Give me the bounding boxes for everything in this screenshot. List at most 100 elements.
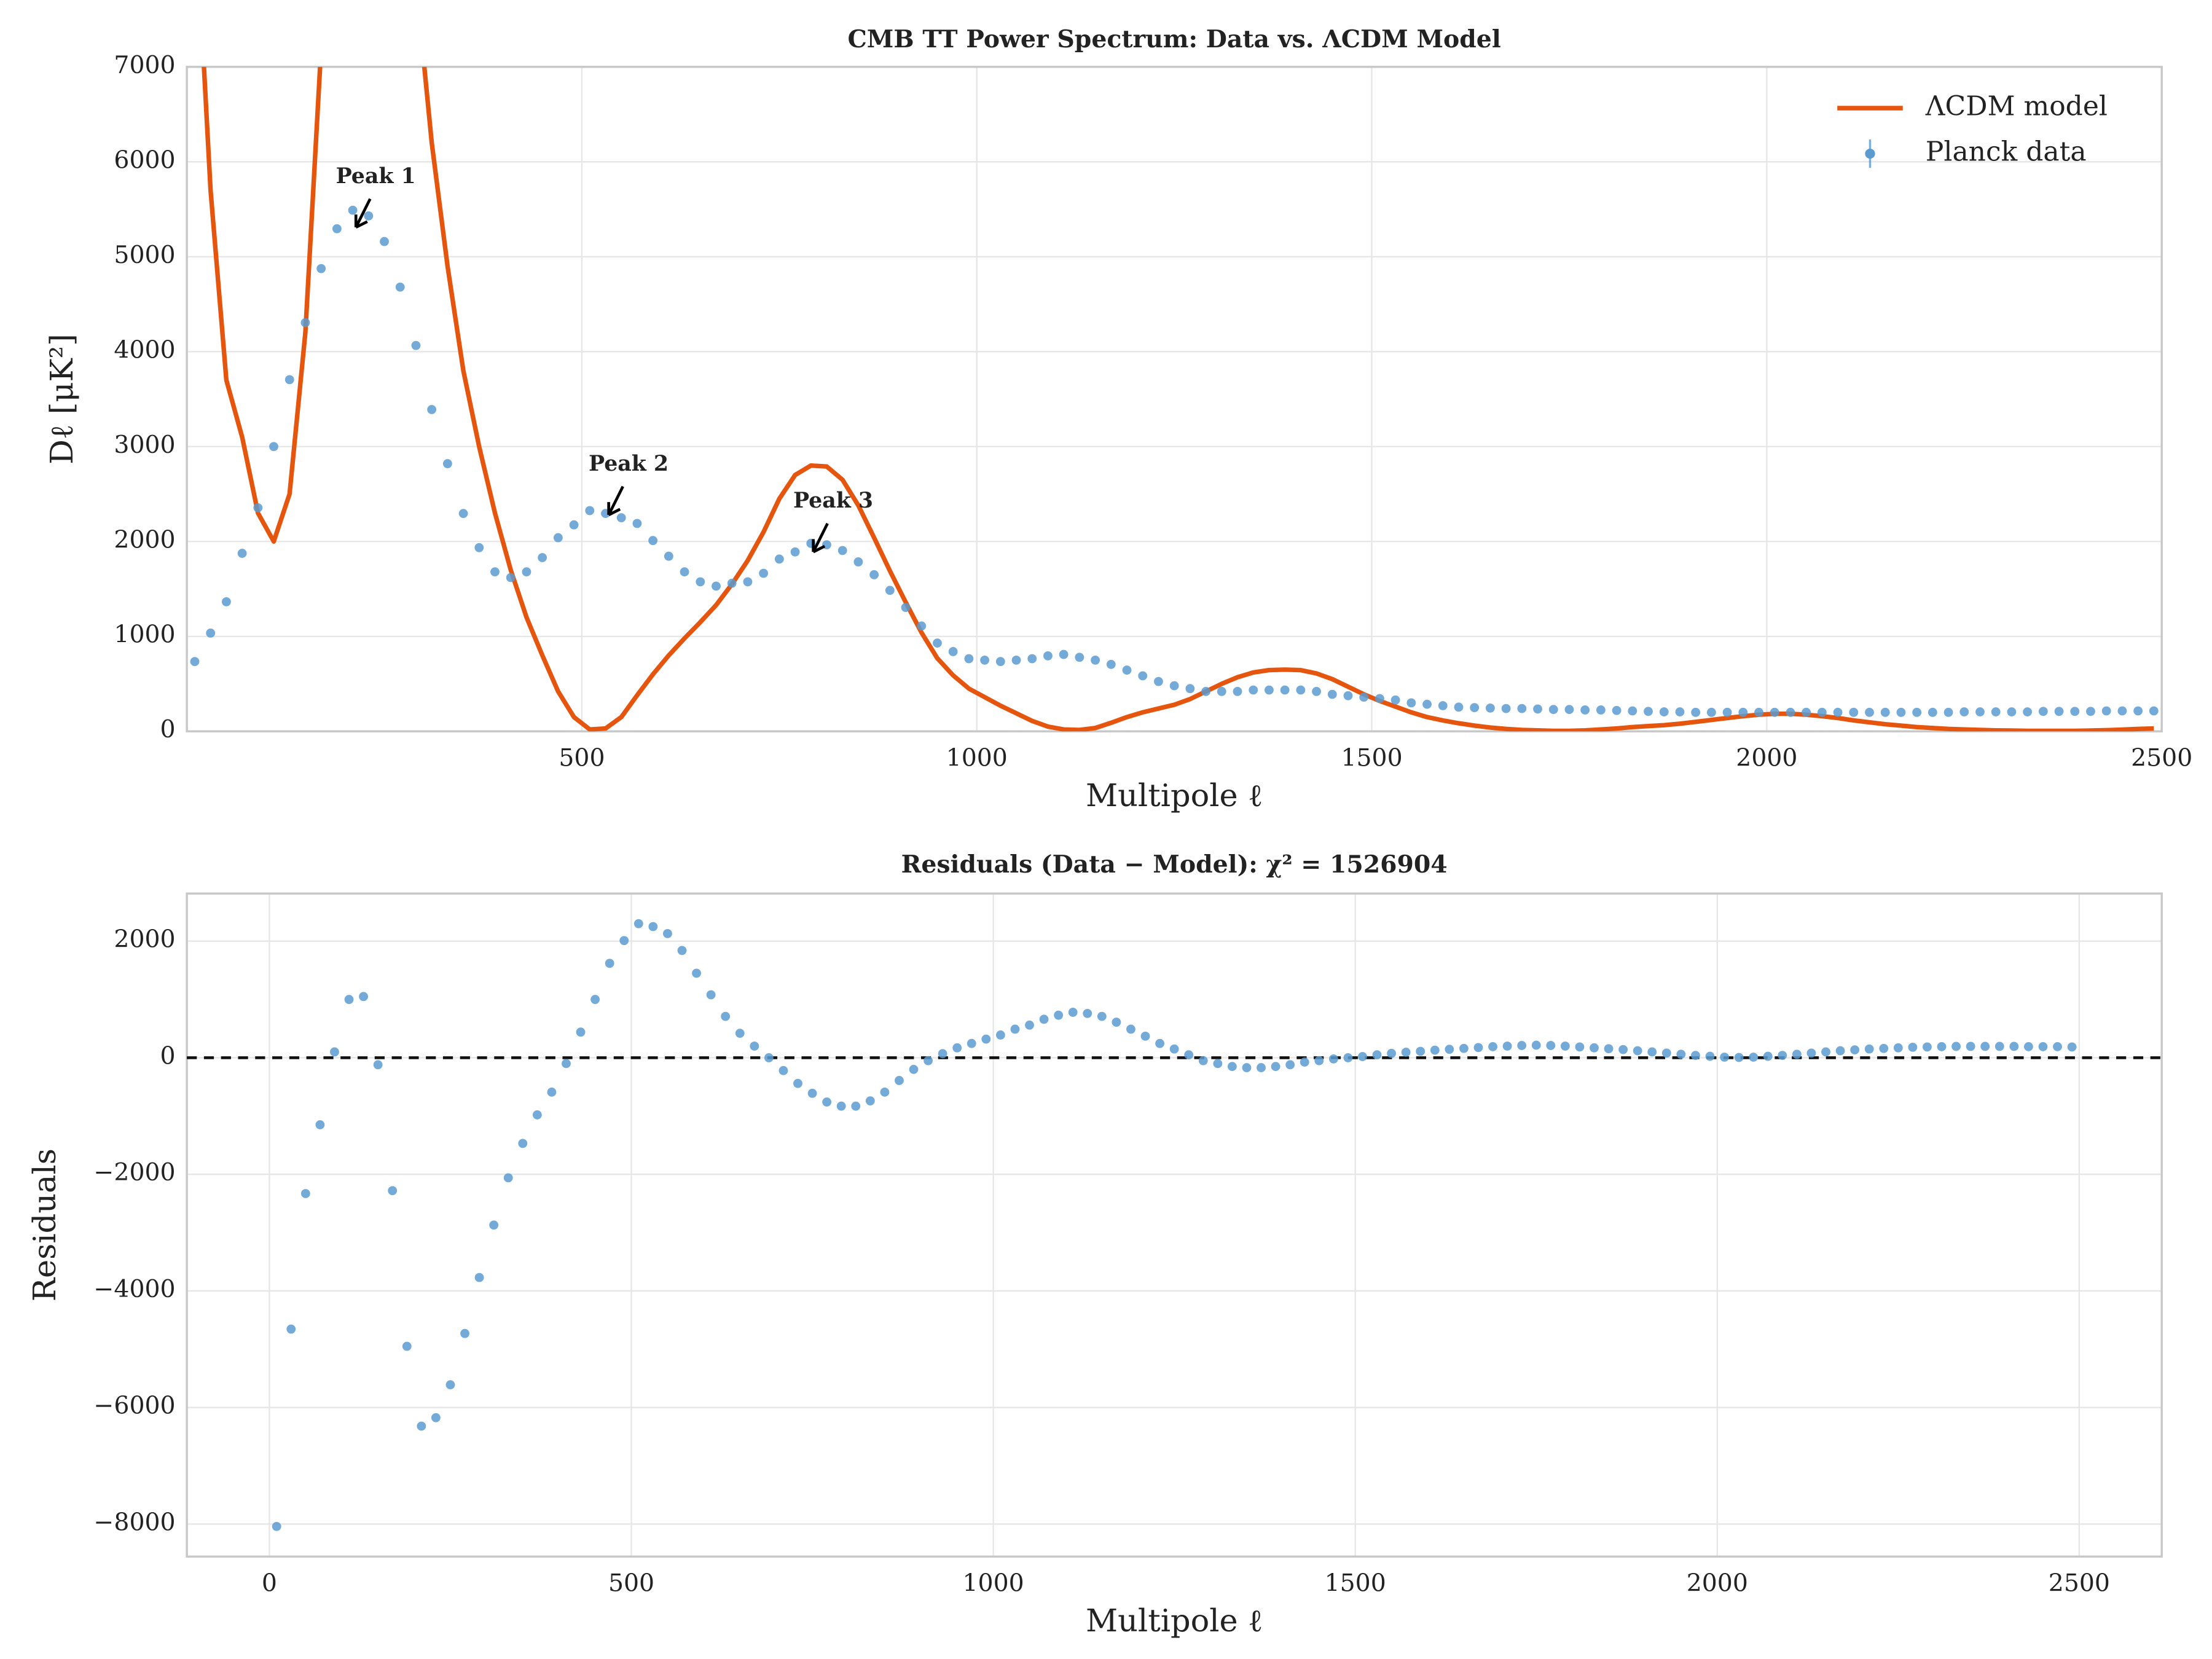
data-point (348, 205, 358, 215)
data-point (1596, 705, 1606, 715)
data-point (1502, 1041, 1512, 1051)
data-point (1908, 1042, 1918, 1052)
data-point (1201, 686, 1210, 696)
data-point (865, 1096, 875, 1106)
data-point (1706, 707, 1716, 717)
data-point (1359, 692, 1369, 702)
data-point (1138, 671, 1148, 681)
data-point (237, 549, 247, 558)
data-point (1850, 1045, 1860, 1055)
data-point (1027, 654, 1037, 664)
data-point (300, 1189, 310, 1198)
data-point (2149, 706, 2159, 716)
data-point (1951, 1041, 1961, 1051)
data-point (1806, 1048, 1816, 1058)
data-point (1169, 1044, 1179, 1054)
y-tick-label: −8000 (93, 1508, 175, 1536)
data-point (269, 442, 278, 452)
data-point (2053, 1042, 2062, 1051)
data-point (2101, 706, 2111, 716)
data-point (1864, 1044, 1874, 1054)
data-point (995, 1030, 1005, 1040)
data-point (1980, 1041, 1990, 1051)
data-point (1285, 1060, 1295, 1070)
model-line (202, 66, 2154, 732)
data-point (1185, 684, 1195, 694)
y-axis-label: Dℓ [μK²] (44, 334, 80, 465)
data-point (411, 340, 421, 350)
data-point (1068, 1008, 1078, 1017)
data-point (284, 375, 294, 385)
data-point (1821, 1047, 1830, 1057)
data-point (1564, 705, 1574, 715)
chart-title: Residuals (Data − Model): χ² = 1526904 (901, 850, 1448, 879)
data-point (1257, 1063, 1266, 1072)
data-point (793, 1078, 802, 1088)
data-point (632, 519, 642, 528)
annotation: Peak 2 (589, 451, 669, 476)
data-point (286, 1324, 296, 1334)
data-point (1833, 707, 1843, 717)
data-point (933, 638, 942, 648)
data-point (1517, 704, 1527, 713)
data-point (1533, 704, 1542, 714)
data-point (853, 557, 863, 567)
data-point (633, 919, 643, 928)
data-point (458, 509, 468, 519)
data-point (1296, 685, 1306, 695)
data-point (332, 224, 342, 233)
data-point (677, 946, 687, 955)
data-point (253, 503, 263, 512)
data-point (980, 655, 990, 665)
data-point (431, 1413, 441, 1422)
data-point (1059, 649, 1069, 659)
data-point (1387, 1048, 1397, 1058)
data-point (330, 1047, 339, 1057)
x-axis-label: Multipole ℓ (1086, 778, 1263, 814)
data-point (1091, 655, 1100, 665)
data-point (1043, 651, 1053, 661)
data-point (1835, 1046, 1845, 1056)
data-point (917, 621, 927, 631)
x-tick-label: 2000 (1736, 744, 1797, 772)
data-point (901, 603, 911, 613)
data-point (576, 1027, 586, 1037)
data-point (1312, 686, 1321, 696)
y-tick-label: 2000 (114, 525, 175, 554)
data-point (562, 1059, 571, 1069)
data-point (1763, 1051, 1773, 1061)
data-point (1691, 1051, 1700, 1061)
data-point (1661, 1048, 1671, 1058)
data-point (1126, 1024, 1135, 1034)
data-point (1438, 701, 1448, 710)
data-point (445, 1380, 455, 1390)
data-point (1880, 707, 1890, 717)
data-point (1213, 1059, 1223, 1069)
data-point (663, 928, 672, 938)
data-point (1580, 705, 1590, 715)
data-point (807, 1088, 817, 1098)
y-tick-label: 4000 (114, 335, 175, 364)
data-point (2009, 1041, 2019, 1051)
data-point (1517, 1041, 1527, 1050)
data-point (680, 567, 689, 577)
data-point (721, 1011, 731, 1021)
plot-area (190, 66, 2159, 732)
data-point (1879, 1043, 1889, 1053)
data-point (1928, 707, 1937, 717)
data-point (1488, 1042, 1497, 1051)
data-point (1778, 1051, 1787, 1061)
data-point (924, 1056, 933, 1065)
data-point (1644, 707, 1653, 716)
data-point (1300, 1057, 1309, 1067)
data-point (1896, 707, 1906, 717)
data-point (1358, 1052, 1367, 1061)
data-point (2067, 1042, 2077, 1052)
data-point (2007, 707, 2017, 716)
data-point (359, 992, 369, 1002)
data-point (1994, 1041, 2004, 1051)
data-point (1628, 706, 1637, 716)
data-point (1770, 707, 1779, 717)
data-point (506, 573, 516, 582)
